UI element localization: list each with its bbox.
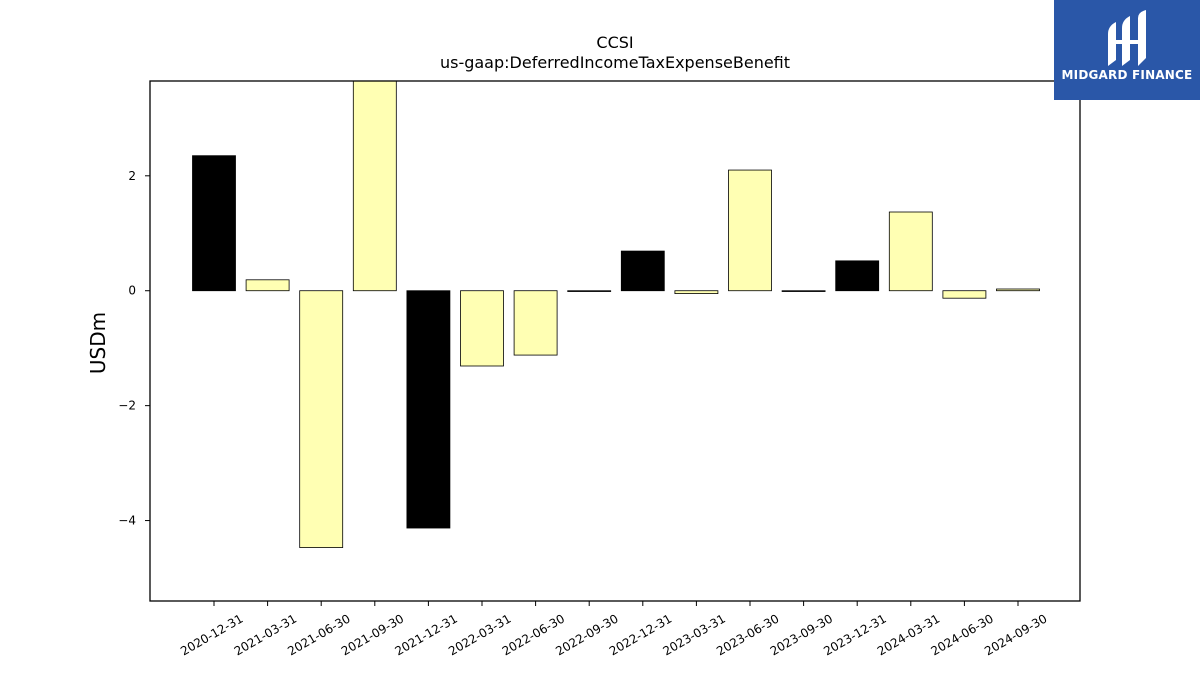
bar-2022-09-30 xyxy=(567,290,612,292)
bar-2021-03-31 xyxy=(245,279,290,292)
logo-mark-icon xyxy=(1108,10,1146,66)
plot-frame xyxy=(149,80,1081,602)
bar-2020-12-31 xyxy=(192,155,236,292)
y-axis: −4 −2 0 2 xyxy=(118,169,150,528)
y-tick-label: −4 xyxy=(118,514,136,528)
bar-2023-12-31 xyxy=(835,260,880,292)
chart-subtitle: us-gaap:DeferredIncomeTaxExpenseBenefit xyxy=(440,53,790,72)
bar-2023-09-30 xyxy=(781,290,826,292)
logo-text: MIDGARD FINANCE xyxy=(1061,68,1193,82)
bar-2021-12-31 xyxy=(406,290,451,529)
bar-2022-12-31 xyxy=(620,250,665,292)
y-tick-label: 0 xyxy=(128,284,136,298)
bar-2024-03-31 xyxy=(888,211,933,292)
bar-2021-06-30 xyxy=(299,290,344,548)
bar-2023-03-31 xyxy=(674,290,719,294)
bar-2023-06-30 xyxy=(728,169,772,292)
chart-title: CCSI xyxy=(596,33,633,52)
y-axis-label: USDm xyxy=(86,312,110,374)
bar-2022-06-30 xyxy=(513,290,558,356)
bar-2024-06-30 xyxy=(942,290,987,299)
bar-2021-09-30 xyxy=(352,80,397,292)
bar-2022-03-31 xyxy=(460,290,504,367)
y-tick-label: −2 xyxy=(118,399,136,413)
y-tick-label: 2 xyxy=(128,169,136,183)
x-axis: 2020-12-312021-03-312021-06-302021-09-30… xyxy=(178,601,1050,658)
brand-logo: MIDGARD FINANCE xyxy=(1054,0,1200,100)
bar-2024-09-30 xyxy=(996,288,1040,292)
bars-group xyxy=(192,80,1040,548)
